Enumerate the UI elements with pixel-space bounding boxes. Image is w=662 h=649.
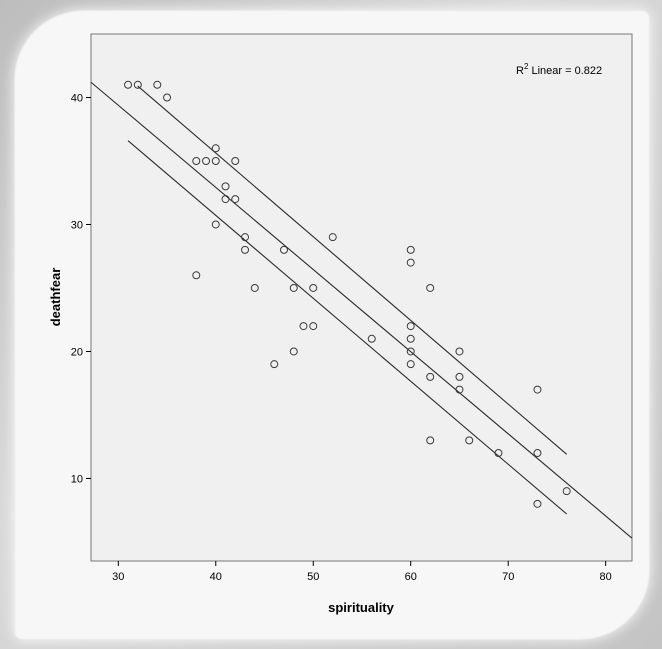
data-point xyxy=(406,334,415,343)
data-point xyxy=(465,436,474,445)
data-point xyxy=(270,360,279,369)
x-tick-label: 40 xyxy=(210,571,222,583)
regression-lines xyxy=(90,81,633,539)
data-point xyxy=(455,385,464,394)
data-point xyxy=(299,322,308,331)
axes: 30 40 50 60 70 80 10 20 30 40 xyxy=(71,92,612,583)
x-tick-label: 80 xyxy=(600,571,612,583)
data-point xyxy=(221,195,230,204)
data-point xyxy=(533,385,542,394)
data-point xyxy=(124,80,133,89)
data-point xyxy=(494,449,503,458)
data-point xyxy=(211,220,220,229)
plot-area xyxy=(90,33,633,562)
data-point xyxy=(328,233,337,242)
data-point xyxy=(192,271,201,280)
data-point xyxy=(231,195,240,204)
confidence-lower-line xyxy=(127,140,568,515)
r-squared-prefix: R xyxy=(516,65,524,77)
y-tick-label: 10 xyxy=(71,473,83,485)
data-point xyxy=(309,322,318,331)
data-points xyxy=(124,80,571,508)
data-point xyxy=(133,80,142,89)
data-point xyxy=(250,283,259,292)
data-point xyxy=(406,360,415,369)
y-tick-label: 20 xyxy=(71,346,83,358)
y-axis-title: deathfear xyxy=(48,268,63,327)
y-tick-label: 40 xyxy=(71,92,83,104)
data-point xyxy=(241,233,250,242)
x-tick-label: 60 xyxy=(405,571,417,583)
data-point xyxy=(309,283,318,292)
data-point xyxy=(192,156,201,165)
data-point xyxy=(533,499,542,508)
data-point xyxy=(367,334,376,343)
data-point xyxy=(153,80,162,89)
data-point xyxy=(406,258,415,267)
data-point xyxy=(426,372,435,381)
data-point xyxy=(231,156,240,165)
data-point xyxy=(163,93,172,102)
data-point xyxy=(426,436,435,445)
data-point xyxy=(221,182,230,191)
data-point xyxy=(406,322,415,331)
data-point xyxy=(562,487,571,496)
data-point xyxy=(289,347,298,356)
x-tick-label: 70 xyxy=(502,571,514,583)
r-squared-annotation: R2 Linear = 0.822 xyxy=(516,62,602,77)
x-tick-label: 30 xyxy=(112,571,124,583)
data-point xyxy=(241,245,250,254)
data-point xyxy=(211,144,220,153)
data-point xyxy=(533,449,542,458)
data-point xyxy=(406,245,415,254)
data-point xyxy=(426,283,435,292)
confidence-upper-line xyxy=(137,85,568,455)
data-point xyxy=(211,156,220,165)
data-point xyxy=(202,156,211,165)
data-point xyxy=(455,372,464,381)
data-point xyxy=(289,283,298,292)
r-squared-superscript: 2 xyxy=(524,62,529,71)
r-squared-text: Linear = 0.822 xyxy=(528,65,602,77)
y-tick-label: 30 xyxy=(71,219,83,231)
data-point xyxy=(280,245,289,254)
data-point xyxy=(455,347,464,356)
data-point xyxy=(406,347,415,356)
x-tick-label: 50 xyxy=(307,571,319,583)
regression-fit-line xyxy=(90,81,633,539)
x-axis-title: spirituality xyxy=(328,600,395,615)
